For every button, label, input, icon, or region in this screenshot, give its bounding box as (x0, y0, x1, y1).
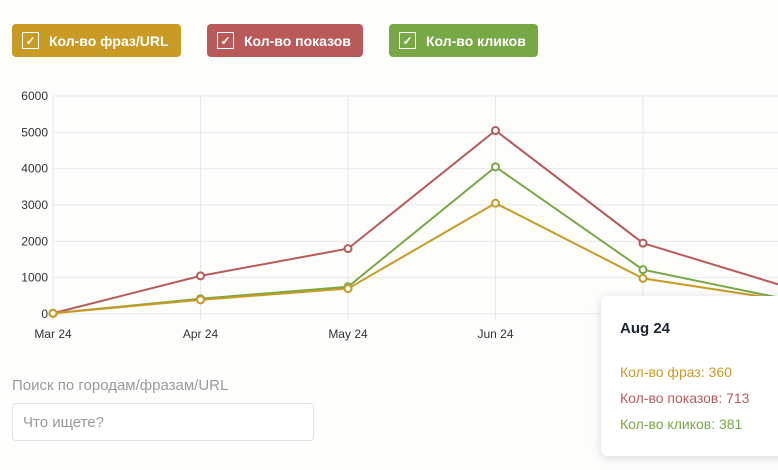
data-point (491, 162, 500, 172)
checkbox-checked-icon: ✓ (217, 32, 234, 49)
series-line (52, 129, 778, 315)
data-point (196, 295, 205, 305)
series-line (52, 202, 778, 315)
checkbox-checked-icon: ✓ (399, 32, 416, 49)
checkbox-checked-icon: ✓ (22, 32, 39, 49)
data-point (491, 198, 500, 208)
data-point (638, 238, 648, 248)
tooltip-title: Aug 24 (620, 320, 671, 337)
toggle-label: Кол-во показов (244, 32, 351, 49)
chart-tooltip: Aug 24 Кол-во фраз: 360 Кол-во показов: … (601, 296, 778, 456)
x-tick-label: Mar 24 (34, 327, 72, 341)
data-point (48, 308, 58, 318)
search-label: Поиск по городам/фразам/URL (12, 377, 229, 394)
tooltip-phrases: Кол-во фраз: 360 (620, 364, 732, 380)
y-tick-label: 3000 (21, 198, 48, 212)
data-point (196, 271, 205, 281)
toggle-clicks-button[interactable]: ✓ Кол-во кликов (389, 24, 538, 57)
toggle-impressions-button[interactable]: ✓ Кол-во показов (207, 24, 363, 57)
x-tick-label: May 24 (328, 327, 368, 341)
data-point (638, 265, 648, 275)
search-input[interactable] (12, 403, 314, 441)
data-point (491, 126, 500, 136)
x-tick-label: Apr 24 (183, 327, 219, 341)
y-tick-label: 4000 (21, 162, 48, 176)
tooltip-clicks: Кол-во кликов: 381 (620, 416, 743, 432)
y-tick-label: 2000 (21, 234, 48, 248)
x-tick-label: Jun 24 (477, 327, 513, 341)
data-point (343, 244, 353, 254)
data-point (343, 284, 353, 294)
toggle-phrases-button[interactable]: ✓ Кол-во фраз/URL (12, 24, 181, 57)
y-tick-label: 6000 (21, 89, 48, 103)
y-tick-label: 1000 (21, 271, 48, 285)
y-tick-label: 0 (41, 307, 48, 321)
series-line (52, 165, 778, 315)
toggle-label: Кол-во фраз/URL (49, 32, 169, 49)
tooltip-impressions: Кол-во показов: 713 (620, 390, 750, 406)
toggle-label: Кол-во кликов (426, 32, 526, 49)
data-point (638, 273, 648, 283)
line-chart: 0 1000 2000 3000 4000 5000 6000 Mar 24 Apr 24 May… (21, 89, 778, 341)
y-tick-label: 5000 (21, 125, 48, 139)
